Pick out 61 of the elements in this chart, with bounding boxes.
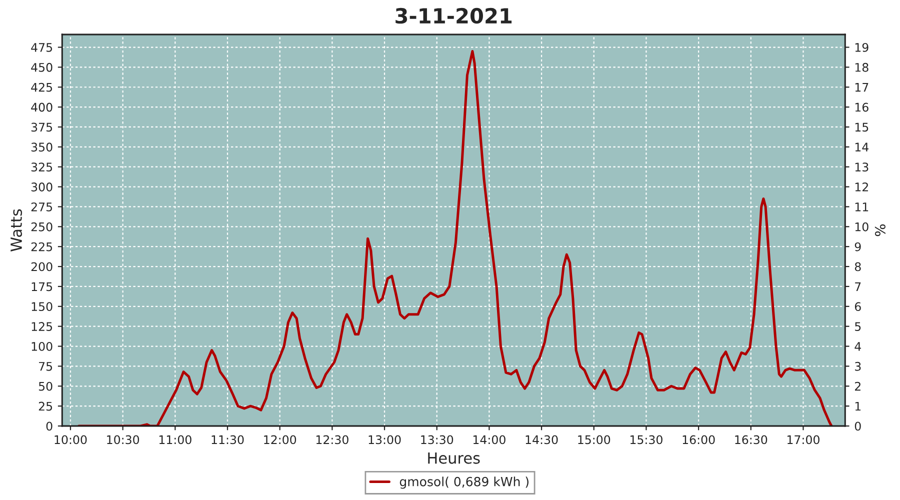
x-axis-title: Heures xyxy=(428,452,480,464)
y-tick-label: 425 xyxy=(31,82,52,92)
y-tick-label: 175 xyxy=(32,282,52,292)
y2-tick-label: 18 xyxy=(855,62,868,72)
y2-tick-label: 17 xyxy=(855,83,868,92)
x-tick-label: 13:00 xyxy=(368,435,401,444)
x-tick-label: 12:30 xyxy=(316,435,348,444)
y-tick-label: 0 xyxy=(46,422,52,431)
y-tick-label: 150 xyxy=(32,302,52,312)
y2-tick-label: 3 xyxy=(855,362,861,371)
y2-tick-label: 12 xyxy=(855,182,868,192)
y2-tick-label: 9 xyxy=(854,242,861,252)
y-tick-label: 300 xyxy=(31,182,52,192)
y-tick-label: 200 xyxy=(31,262,52,272)
y2-tick-label: 6 xyxy=(854,302,861,312)
y2-tick-label: 13 xyxy=(855,162,868,172)
y-tick-label: 475 xyxy=(31,43,52,52)
y-tick-label: 350 xyxy=(31,142,52,152)
x-tick-label: 10:30 xyxy=(107,435,140,444)
y2-tick-label: 11 xyxy=(855,202,868,212)
chart-title: 3-11-2021 xyxy=(396,8,512,24)
y-tick-label: 250 xyxy=(31,222,52,232)
line-series xyxy=(78,50,833,426)
x-tick-label: 15:00 xyxy=(578,435,610,444)
legend-label: gmosol( 0,689 kWh ) xyxy=(400,476,528,489)
y-tick-label: 275 xyxy=(31,202,52,212)
x-tick-label: 12:00 xyxy=(264,435,296,444)
y2-axis-title: % xyxy=(874,224,886,236)
y2-tick-label: 16 xyxy=(855,102,868,112)
y2-tick-label: 5 xyxy=(855,322,861,331)
x-tick-label: 10:00 xyxy=(54,435,87,444)
y2-tick-label: 4 xyxy=(854,342,861,351)
x-tick-label: 11:00 xyxy=(159,435,192,444)
y-tick-label: 50 xyxy=(38,382,52,391)
x-tick-label: 16:30 xyxy=(735,435,768,444)
y2-tick-label: 0 xyxy=(854,422,861,431)
x-tick-label: 14:30 xyxy=(526,435,558,444)
y2-tick-label: 7 xyxy=(855,282,861,291)
y2-tick-label: 1 xyxy=(855,402,861,411)
y-tick-label: 75 xyxy=(39,362,52,371)
y-tick-label: 125 xyxy=(32,322,52,331)
x-tick-label: 13:30 xyxy=(421,435,454,444)
x-tick-label: 14:00 xyxy=(473,435,506,444)
x-tick-label: 11:30 xyxy=(212,435,244,444)
y2-tick-label: 10 xyxy=(855,222,868,232)
x-tick-label: 17:00 xyxy=(788,435,820,444)
y-tick-label: 450 xyxy=(31,62,52,72)
y-tick-label: 25 xyxy=(38,402,52,411)
y2-tick-label: 2 xyxy=(854,382,860,391)
y2-tick-label: 15 xyxy=(855,122,868,132)
y2-tick-label: 14 xyxy=(855,142,868,152)
y-tick-label: 325 xyxy=(31,162,52,172)
x-tick-label: 16:00 xyxy=(682,435,715,444)
y-tick-label: 375 xyxy=(31,122,52,132)
y2-tick-label: 8 xyxy=(854,262,861,272)
y-tick-label: 400 xyxy=(31,102,52,112)
y-tick-label: 100 xyxy=(32,342,52,351)
x-tick-label: 15:30 xyxy=(630,435,662,444)
y2-tick-label: 19 xyxy=(855,42,868,52)
y-axis-title: Watts xyxy=(10,209,22,252)
y-tick-label: 225 xyxy=(31,242,52,252)
